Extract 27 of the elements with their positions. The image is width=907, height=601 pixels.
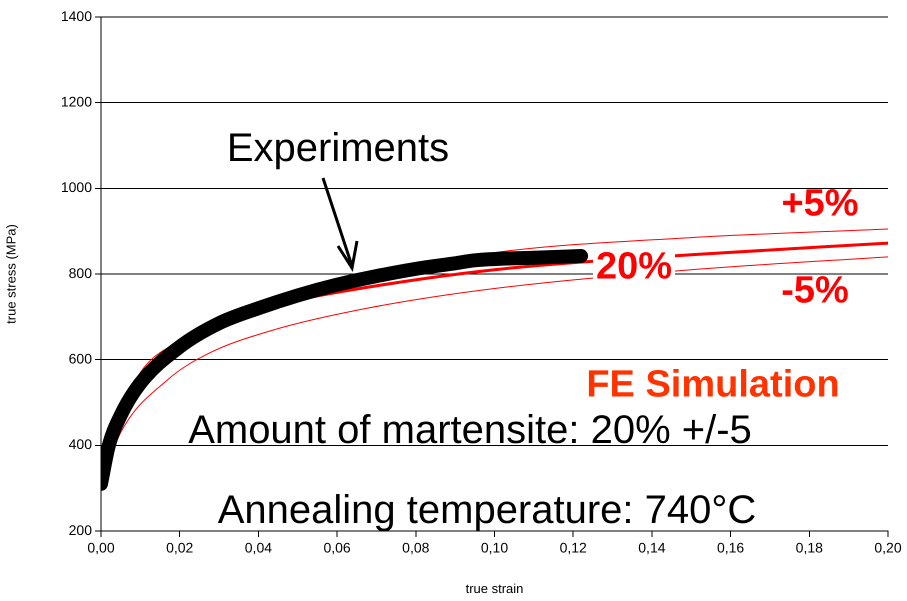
annotation: Annealing temperature: 740°C [218,488,756,532]
annotation: FE Simulation [586,363,840,406]
y-tick-label: 1000 [60,179,92,196]
x-tick-label: 0,00 [87,539,115,556]
x-tick-label: 0,18 [796,539,824,556]
y-tick-label: 600 [68,350,92,367]
x-tick-label: 0,06 [323,539,351,556]
x-tick-label: 0,04 [244,539,272,556]
y-tick-label: 1200 [60,94,92,110]
y-axis-title: true stress (MPa) [3,224,18,324]
series-label: +5% [781,182,859,224]
y-tick-label: 400 [68,436,92,452]
x-tick-label: 0,08 [402,539,430,556]
x-tick-label: 0,12 [560,539,588,556]
y-tick-label: 800 [68,264,92,281]
text: Experiments [226,126,450,170]
series-label: -5% [781,269,849,312]
x-tick-label: 0,14 [638,539,666,556]
x-tick-label: 0,16 [716,539,744,556]
y-tick-label: 200 [68,522,92,538]
x-tick-label: 0,02 [166,539,194,556]
series-label: 20% [596,245,672,288]
annotation: Amount of martensite: 20% +/-5 [188,408,752,452]
x-tick-label: 0,20 [874,539,902,556]
x-axis-title: true strain [466,580,524,596]
x-tick-label: 0,10 [480,539,508,556]
y-tick-label: 1400 [60,8,92,24]
